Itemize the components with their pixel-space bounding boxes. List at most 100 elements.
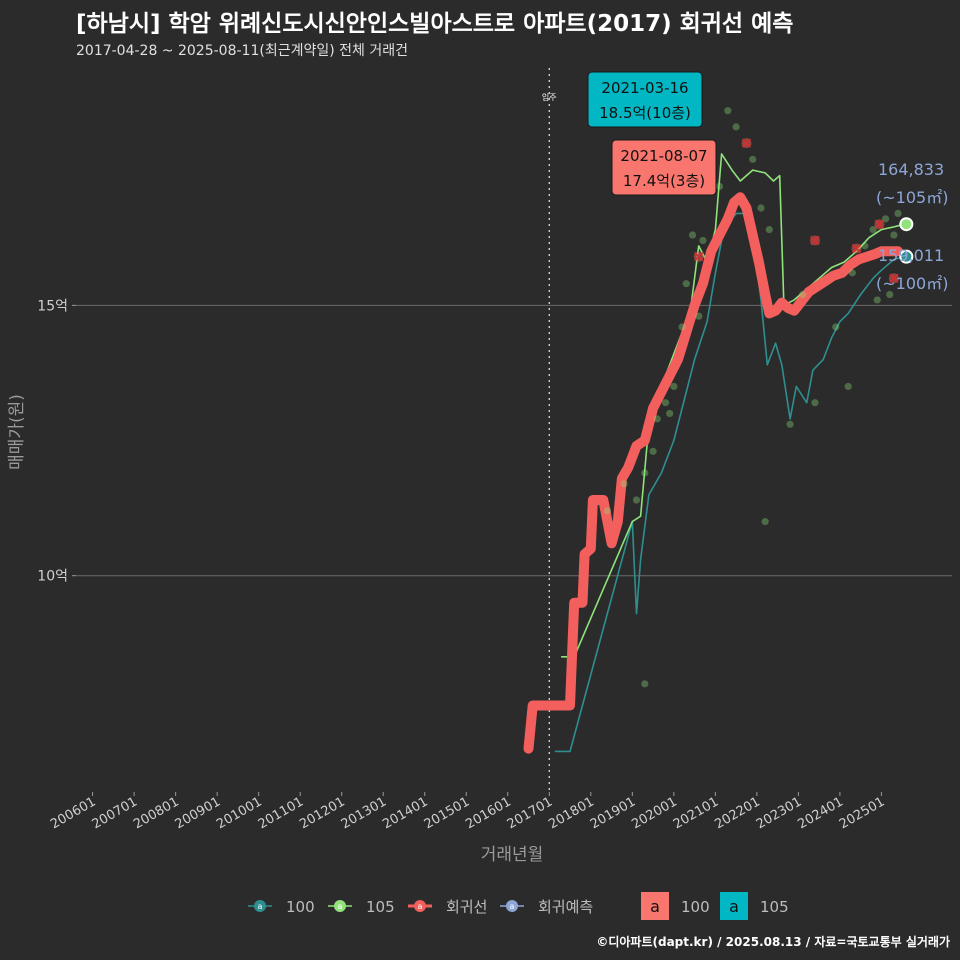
x-tick-label: 200801 <box>131 794 181 832</box>
scatter-point <box>798 290 807 299</box>
scatter-point <box>786 420 794 428</box>
scatter-point <box>761 518 769 526</box>
legend-dot-forecast <box>506 900 518 912</box>
legend-dot-s105 <box>334 900 346 912</box>
scatter-point <box>641 469 649 477</box>
legend-glyph: a <box>418 902 423 911</box>
scatter-point <box>890 231 898 239</box>
legend-label: 105 <box>366 898 395 916</box>
series-line-regression <box>523 192 903 754</box>
x-tick-label: 200601 <box>48 794 98 832</box>
annotation-layer: 164,833 (~105㎡) 159,011 (~100㎡) 2021-03-16 18… <box>587 71 948 293</box>
scatter-point <box>869 226 877 234</box>
scatter-point <box>886 290 894 299</box>
legend-glyph: a <box>338 902 343 911</box>
regression-marker-x <box>741 138 752 148</box>
move-in-label: 입주 <box>542 93 557 102</box>
credit-text: ©디아파트(dapt.kr) / 2025.08.13 / 자료=국토교통부 실… <box>596 935 950 949</box>
end-point-s100 <box>899 249 914 264</box>
legend-dot-s100 <box>254 900 266 912</box>
scatter-layer <box>603 107 902 688</box>
x-tick-label: 202101 <box>671 794 721 832</box>
callout-box <box>611 139 717 196</box>
series-line-s105 <box>560 153 906 658</box>
scatter-point <box>844 382 852 391</box>
x-tick-label: 201701 <box>505 794 555 832</box>
regression-marker-x <box>851 243 862 254</box>
scatter-point <box>832 323 840 331</box>
x-tick-label: 202001 <box>629 794 679 832</box>
regression-marker-x <box>694 252 704 262</box>
callout-value: 17.4억(3층) <box>623 172 705 190</box>
x-tick-label: 201201 <box>297 794 347 832</box>
legend-label: 회귀선 <box>446 898 487 916</box>
regression-marker-x <box>874 219 884 229</box>
scatter-point <box>715 182 724 190</box>
legend-label: 105 <box>760 898 789 916</box>
scatter-point <box>724 107 732 115</box>
scatter-point <box>732 123 740 131</box>
scatter-point <box>873 296 881 304</box>
callout-value: 18.5억(10층) <box>599 104 691 122</box>
legend-glyph: a <box>729 897 739 916</box>
legend-label: 100 <box>286 898 315 916</box>
y-tick-label: 15억 <box>37 298 68 314</box>
legend-label: 100 <box>681 898 710 916</box>
end-label-area: (~100㎡) <box>876 274 948 293</box>
scatter-point <box>653 415 661 423</box>
legend-box-label105 <box>641 892 669 920</box>
scatter-point <box>894 209 902 218</box>
regression-marker-x <box>889 273 899 283</box>
x-tick-label: 201901 <box>588 794 638 832</box>
scatter-point <box>678 323 686 331</box>
legend-dot-regression <box>414 900 426 912</box>
legend-glyph: a <box>258 902 263 911</box>
scatter-point <box>603 507 612 515</box>
scatter-point <box>757 204 765 212</box>
scatter-point <box>682 280 690 288</box>
legend: a 100 a 105 a 회귀선 a 회귀예측 a 100 a 105 <box>248 892 789 920</box>
scatter-point <box>695 312 703 320</box>
scatter-point <box>666 409 674 418</box>
x-tick-label: 202401 <box>795 794 845 832</box>
end-point-s105 <box>899 217 914 232</box>
scatter-point <box>670 382 678 391</box>
end-label-value: 159,011 <box>878 246 944 265</box>
x-tick-label: 200701 <box>90 794 140 832</box>
x-tick-label: 201401 <box>380 794 430 832</box>
callout-box <box>587 71 703 128</box>
x-tick-label: 202501 <box>837 794 887 832</box>
callout-date: 2021-03-16 <box>601 79 688 97</box>
legend-box-label100 <box>720 892 748 920</box>
scatter-point <box>688 231 697 239</box>
end-label-value: 164,833 <box>878 160 944 179</box>
scatter-point <box>861 242 869 250</box>
x-tick-label: 201801 <box>546 794 596 832</box>
chart-subtitle: 2017-04-28 ~ 2025-08-11(최근계약일) 전체 거래건 <box>76 43 408 59</box>
grid-layer: 입주 <box>76 68 952 792</box>
chart-title: [하남시] 학암 위례신도시신안인스빌아스트로 아파트(2017) 회귀선 예측 <box>76 11 794 37</box>
scatter-point <box>749 155 757 163</box>
x-tick-label: 202201 <box>712 794 762 832</box>
scatter-point <box>649 447 657 455</box>
x-axis-title: 거래년월 <box>481 845 544 865</box>
x-tick-label: 201601 <box>463 794 513 832</box>
scatter-point <box>699 236 707 245</box>
legend-label: 회귀예측 <box>538 898 593 916</box>
axis-layer: 거래년월 매매가(원) 10억 15억 2006012007012008012009… <box>7 298 887 865</box>
legend-glyph: a <box>510 902 515 911</box>
x-tick-label: 202301 <box>754 794 804 832</box>
scatter-point <box>632 496 641 504</box>
scatter-point <box>620 480 628 488</box>
scatter-point <box>881 215 890 223</box>
scatter-point <box>811 399 819 407</box>
y-tick-label: 10억 <box>37 569 68 585</box>
callout-date: 2021-08-07 <box>620 147 707 165</box>
scatter-point <box>848 269 856 277</box>
legend-glyph: a <box>650 897 660 916</box>
x-tick-label: 201001 <box>214 794 264 832</box>
x-tick-label: 201301 <box>339 794 389 832</box>
x-tick-label: 201101 <box>256 794 306 832</box>
y-axis-title: 매매가(원) <box>7 394 27 470</box>
